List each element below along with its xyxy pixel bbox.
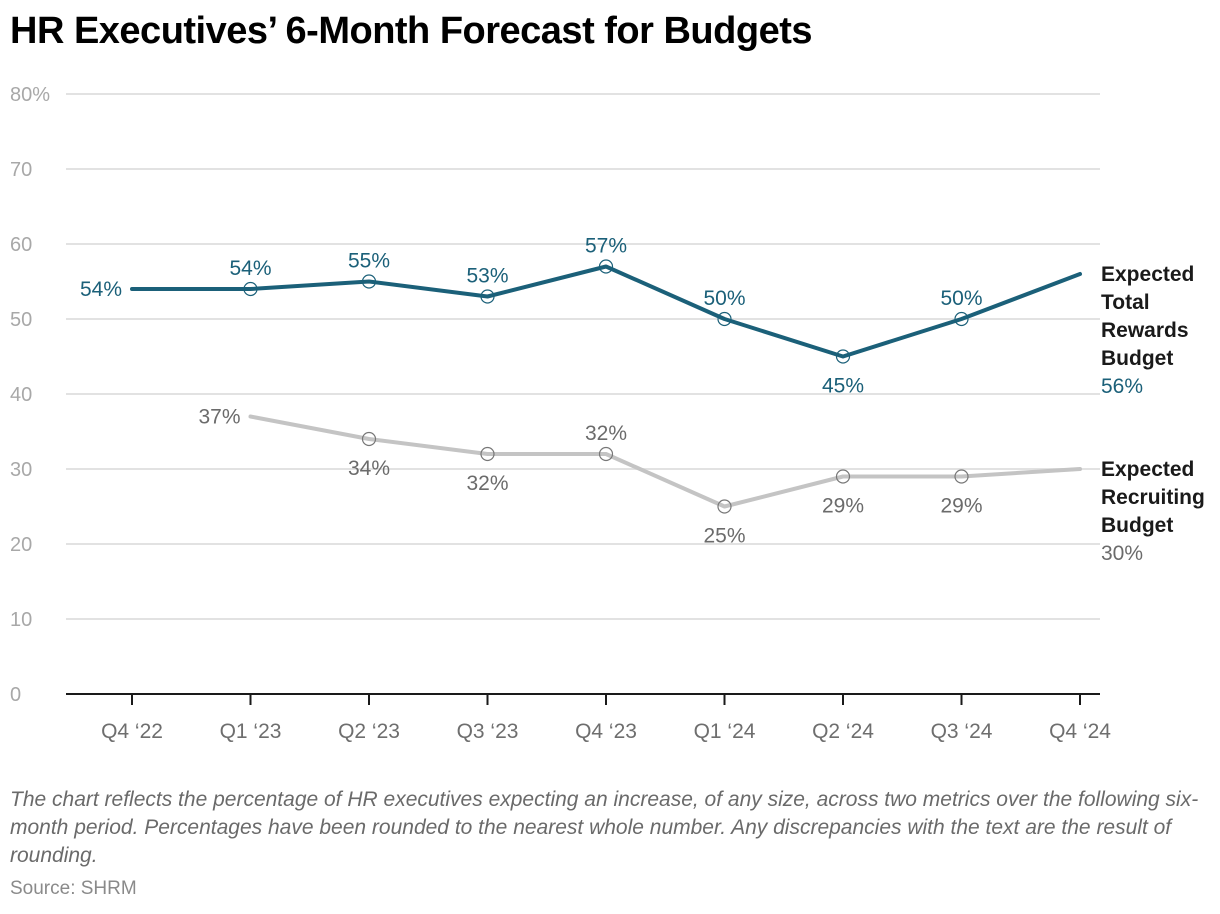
data-label: 34% (348, 457, 390, 480)
x-tick-label: Q4 ‘22 (101, 720, 163, 743)
series-name-label: Expected (1101, 458, 1194, 481)
y-tick-label: 70 (10, 159, 32, 181)
chart-footnote: The chart reflects the percentage of HR … (10, 788, 1199, 867)
data-point-marker (361, 274, 377, 289)
data-point-marker (835, 349, 851, 364)
data-label: 55% (348, 250, 390, 273)
data-label: 54% (80, 278, 122, 301)
x-tick-label: Q1 ‘24 (694, 720, 756, 743)
data-point-marker (954, 311, 969, 327)
data-point-marker (598, 446, 614, 462)
data-point-marker (480, 446, 495, 462)
y-tick-label: 80% (10, 84, 50, 106)
chart-title: HR Executives’ 6-Month Forecast for Budg… (10, 10, 813, 52)
data-labels: 54% 54% 55% 53% 57% 50% 45% 50% 37% 34% 32% 32% 25% 2… (80, 235, 983, 548)
series-name-label: Rewards (1101, 319, 1189, 342)
series-name-label: Recruiting (1101, 486, 1205, 509)
data-label: 53% (466, 265, 508, 288)
series-end-value: 56% (1101, 375, 1143, 398)
data-point-marker (480, 289, 495, 304)
data-label: 25% (703, 525, 745, 548)
data-point-marker (598, 259, 614, 274)
x-tick-label: Q1 ‘23 (220, 720, 282, 743)
data-label: 45% (822, 375, 864, 398)
data-point-marker (835, 469, 851, 484)
y-tick-label: 50 (10, 309, 32, 331)
data-label: 29% (822, 495, 864, 518)
data-point-marker (717, 499, 732, 514)
x-axis: Q4 ‘22 Q1 ‘23 Q2 ‘23 Q3 ‘23 Q4 ‘23 Q1 ‘24 Q2 ‘… (66, 693, 1111, 743)
y-tick-label: 30 (10, 459, 32, 481)
y-tick-label: 60 (10, 234, 32, 256)
x-tick-label: Q2 ‘23 (338, 720, 400, 743)
data-label: 32% (585, 422, 627, 445)
data-label: 37% (198, 406, 240, 429)
series-line (248, 414, 1082, 509)
data-label: 32% (466, 472, 508, 495)
series-end-value: 30% (1101, 542, 1143, 565)
x-tick-label: Q3 ‘23 (457, 720, 519, 743)
y-tick-label: 40 (10, 384, 32, 406)
data-label: 29% (940, 495, 982, 518)
data-label: 57% (585, 235, 627, 258)
x-tick-label: Q4 ‘24 (1049, 720, 1111, 743)
series-name-label: Budget (1101, 347, 1173, 370)
data-point-marker (361, 431, 377, 447)
data-point-marker (954, 469, 969, 484)
series-name-label: Total (1101, 291, 1150, 314)
x-tick-label: Q3 ‘24 (931, 720, 993, 743)
series-name-label: Expected (1101, 263, 1194, 286)
y-tick-label: 20 (10, 534, 32, 556)
chart-source: Source: SHRM (10, 878, 137, 899)
data-point-marker (717, 311, 732, 327)
series-line (130, 264, 1082, 359)
y-tick-label: 0 (10, 684, 21, 706)
gridlines (66, 93, 1100, 620)
data-point-marker (243, 281, 258, 297)
x-tick-label: Q4 ‘23 (575, 720, 637, 743)
data-label: 50% (940, 287, 982, 310)
y-tick-label: 10 (10, 609, 32, 631)
data-label: 50% (703, 287, 745, 310)
x-tick-label: Q2 ‘24 (812, 720, 874, 743)
series-name-labels: Expected Total Rewards Budget 56% Expected Rec… (1101, 263, 1205, 565)
series-lines (130, 259, 1082, 514)
y-axis-ticks: 0 10 20 30 40 50 60 70 80% (10, 84, 50, 706)
data-label: 54% (229, 257, 271, 280)
series-name-label: Budget (1101, 514, 1173, 537)
line-chart: 0 10 20 30 40 50 60 70 80% Q4 ‘22 Q1 ‘23 Q2 ‘23 Q3 … (10, 84, 1205, 743)
